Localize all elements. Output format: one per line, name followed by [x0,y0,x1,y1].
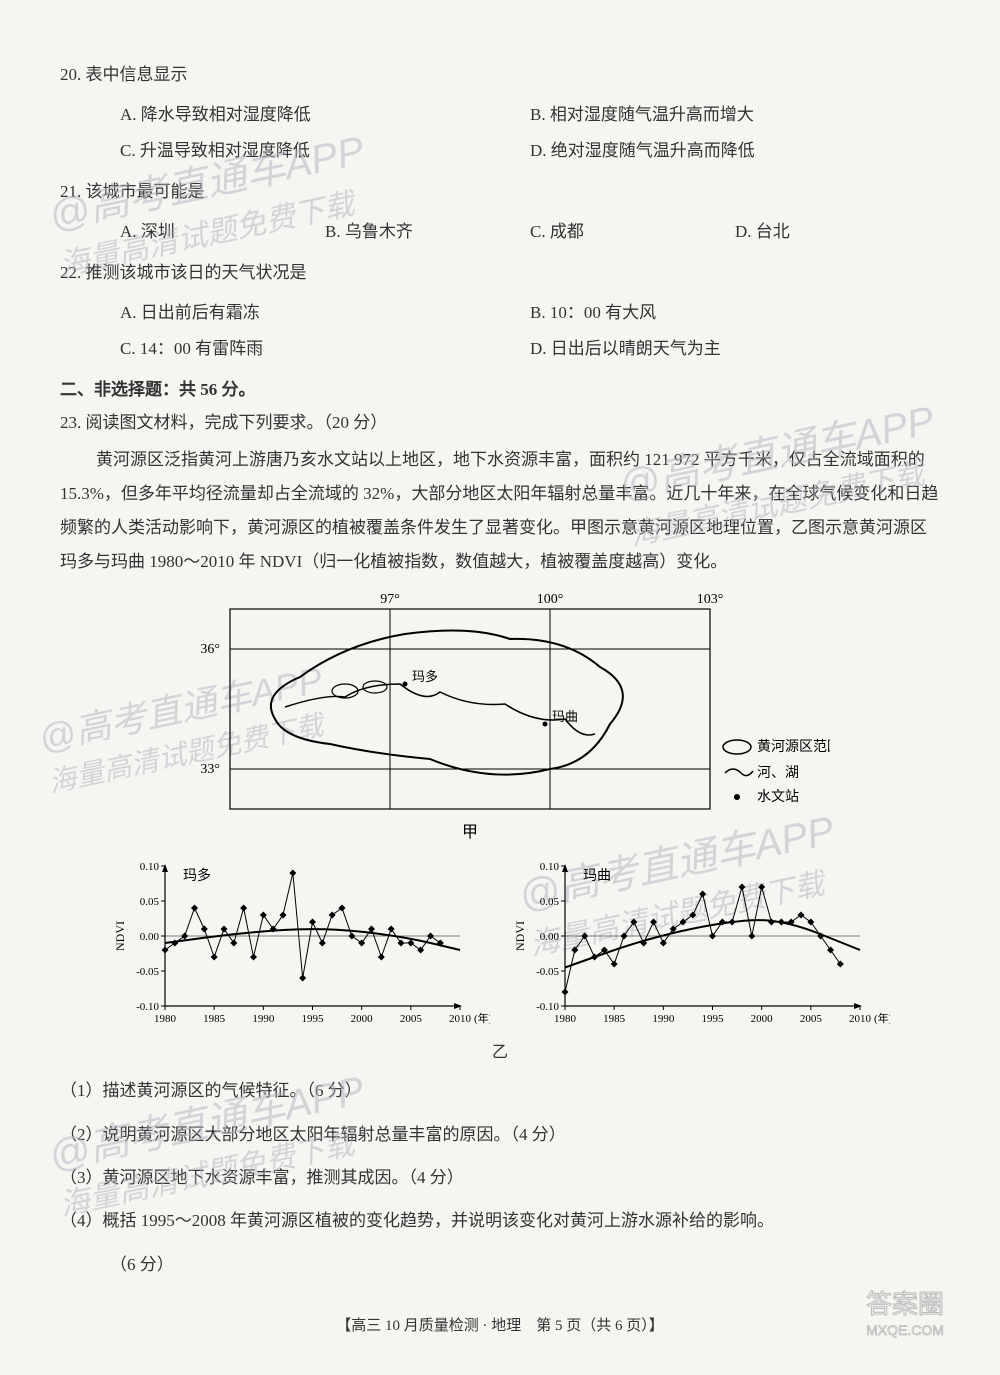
legend-area-label: 黄河源区范围 [757,738,830,755]
svg-text:0.10: 0.10 [540,861,560,873]
question-21: 21. 该城市最可能是 A. 深圳 B. 乌鲁木齐 C. 成都 D. 台北 [60,177,940,248]
q22-option-a: A. 日出前后有霜冻 [120,297,530,329]
q23-sub2: （2）说明黄河源区大部分地区太阳年辐射总量丰富的原因。（4 分） [60,1116,940,1153]
lake-1 [332,684,358,698]
svg-text:NDVI: NDVI [113,921,127,951]
q23-sub4: （4）概括 1995～2008 年黄河源区植被的变化趋势，并说明该变化对黄河上游… [60,1202,940,1239]
q23-sub4-points: （6 分） [60,1246,940,1283]
svg-text:2000: 2000 [751,1013,774,1025]
map-legend: 黄河源区范围 河、湖 水文站 [723,738,830,805]
q23-sub1: （1）描述黄河源区的气候特征。（6 分） [60,1072,940,1109]
svg-text:玛曲: 玛曲 [583,868,611,884]
svg-text:1980: 1980 [154,1013,177,1025]
q20-number: 20. [60,60,81,91]
svg-text:(年): (年) [474,1011,490,1025]
lon-100: 100° [537,592,564,607]
q21-option-b: B. 乌鲁木齐 [325,216,530,248]
svg-text:2010: 2010 [849,1013,872,1025]
svg-text:1990: 1990 [652,1013,675,1025]
legend-river-label: 河、湖 [757,765,799,781]
svg-text:0.00: 0.00 [140,931,160,943]
chart-caption: 乙 [60,1038,940,1062]
svg-text:2005: 2005 [400,1013,423,1025]
q20-option-b: B. 相对湿度随气温升高而增大 [530,99,940,131]
q20-option-c: C. 升温导致相对湿度降低 [120,135,530,167]
svg-text:1985: 1985 [603,1013,626,1025]
source-area-outline [271,631,623,775]
q23-stem: 阅读图文材料，完成下列要求。（20 分） [86,413,388,432]
figure-map-area: 97° 100° 103° 36° 33° 玛多 玛曲 甲 [60,589,940,1062]
q22-option-d: D. 日出后以晴朗天气为主 [530,333,940,365]
answer-stamp: 答案圈 MXQE.COM [850,1285,960,1345]
q22-number: 22. [60,258,81,289]
q21-option-a: A. 深圳 [120,216,325,248]
q23-number: 23. [60,413,81,433]
q21-option-c: C. 成都 [530,216,735,248]
lat-36: 36° [200,642,220,657]
svg-text:1980: 1980 [554,1013,577,1025]
q20-stem: 表中信息显示 [86,65,188,84]
stamp-bottom-text: MXQE.COM [866,1322,944,1338]
station-maqu-dot [543,722,548,727]
svg-text:2000: 2000 [351,1013,374,1025]
question-20: 20. 表中信息显示 A. 降水导致相对湿度降低 B. 相对湿度随气温升高而增大… [60,60,940,167]
svg-text:1990: 1990 [252,1013,274,1025]
label-maqu: 玛曲 [552,709,578,724]
lat-33: 33° [200,762,220,777]
svg-text:-0.05: -0.05 [136,966,159,978]
svg-text:1985: 1985 [203,1013,226,1025]
q22-stem: 推测该城市该日的天气状况是 [86,263,307,282]
svg-text:0.10: 0.10 [140,861,160,873]
svg-text:-0.05: -0.05 [536,966,559,978]
q21-stem: 该城市最可能是 [86,182,205,201]
question-22: 22. 推测该城市该日的天气状况是 A. 日出前后有霜冻 B. 10：00 有大… [60,258,940,365]
svg-text:2005: 2005 [800,1013,823,1025]
map-caption: 甲 [462,824,478,841]
q23-sub3: （3）黄河源区地下水资源丰富，推测其成因。（4 分） [60,1159,940,1196]
svg-text:NDVI: NDVI [513,921,527,951]
station-maduo-dot [403,682,408,687]
svg-text:-0.10: -0.10 [136,1001,159,1013]
question-23: 23. 阅读图文材料，完成下列要求。（20 分） 黄河源区泛指黄河上游唐乃亥水文… [60,408,940,1283]
q20-option-d: D. 绝对湿度随气温升高而降低 [530,135,940,167]
q22-option-b: B. 10：00 有大风 [530,297,940,329]
svg-text:玛多: 玛多 [183,867,211,884]
svg-text:1995: 1995 [302,1013,325,1025]
svg-text:0.05: 0.05 [540,896,560,908]
chart-maqu: 0.10 0.05 0.00 -0.05 -0.101980 1985 1990 1995 20… [510,854,890,1034]
legend-station-label: 水文站 [757,789,799,805]
q23-subquestions: （1）描述黄河源区的气候特征。（6 分） （2）说明黄河源区大部分地区太阳年辐射… [60,1072,940,1283]
chart-maduo: 0.10 0.05 0.00 -0.05 -0.101980 1985 1990 1995 20… [110,854,490,1034]
label-maduo: 玛多 [412,669,438,684]
q21-option-d: D. 台北 [735,216,940,248]
svg-text:1995: 1995 [702,1013,725,1025]
q20-option-a: A. 降水导致相对湿度降低 [120,99,530,131]
map-svg: 97° 100° 103° 36° 33° 玛多 玛曲 甲 [170,589,830,849]
lon-97: 97° [380,592,400,607]
svg-text:0.00: 0.00 [540,931,560,943]
svg-text:2010: 2010 [449,1013,472,1025]
lake-2 [363,681,387,693]
lon-103: 103° [697,592,724,607]
svg-text:-0.10: -0.10 [536,1001,559,1013]
svg-text:0.05: 0.05 [140,896,160,908]
svg-text:(年): (年) [874,1011,890,1025]
q23-paragraph: 黄河源区泛指黄河上游唐乃亥水文站以上地区，地下水资源丰富，面积约 121 972… [60,443,940,579]
q22-option-c: C. 14：00 有雷阵雨 [120,333,530,365]
section-2-header: 二、非选择题：共 56 分。 [60,375,940,400]
stamp-top-text: 答案圈 [866,1290,944,1319]
q21-number: 21. [60,177,81,208]
